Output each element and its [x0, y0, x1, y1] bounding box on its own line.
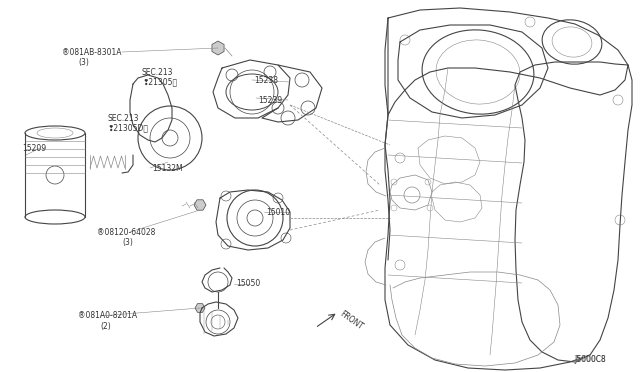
Polygon shape [212, 41, 224, 55]
Text: ®081A0-8201A: ®081A0-8201A [78, 311, 137, 321]
Text: 15132M: 15132M [152, 164, 182, 173]
Text: (3): (3) [122, 237, 133, 247]
Text: ®08120-64028: ®08120-64028 [97, 228, 156, 237]
Text: 15209: 15209 [22, 144, 46, 153]
Text: FRONT: FRONT [338, 309, 364, 331]
Text: ❢21305〉: ❢21305〉 [142, 77, 177, 87]
Polygon shape [194, 200, 206, 210]
Text: (3): (3) [78, 58, 89, 67]
Text: (2): (2) [100, 321, 111, 330]
Text: J5000C8: J5000C8 [574, 356, 605, 365]
Text: 15050: 15050 [236, 279, 260, 289]
Text: 15239: 15239 [258, 96, 282, 105]
Text: 15010: 15010 [266, 208, 290, 217]
Polygon shape [195, 304, 205, 312]
Text: SEC.213: SEC.213 [107, 113, 138, 122]
Text: ®081AB-8301A: ®081AB-8301A [62, 48, 122, 57]
Text: ❢21305D〉: ❢21305D〉 [107, 124, 148, 132]
Text: SEC.213: SEC.213 [142, 67, 173, 77]
Text: J5000C8: J5000C8 [574, 356, 606, 365]
Text: 15238: 15238 [254, 76, 278, 84]
